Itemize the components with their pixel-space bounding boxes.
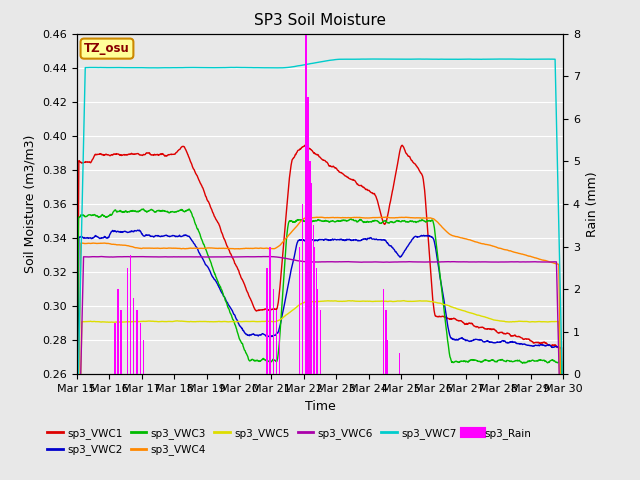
Bar [305,34,307,374]
Legend: sp3_VWC1, sp3_VWC2, sp3_VWC3, sp3_VWC4, sp3_VWC5, sp3_VWC6, sp3_VWC7, sp3_Rain: sp3_VWC1, sp3_VWC2, sp3_VWC3, sp3_VWC4, … [43,424,536,459]
Bar [117,289,118,374]
Bar [273,289,274,374]
Bar [266,268,268,374]
Bar [317,289,318,374]
Y-axis label: Soil Moisture (m3/m3): Soil Moisture (m3/m3) [24,135,36,273]
Bar [311,183,312,374]
Bar [310,183,312,374]
X-axis label: Time: Time [305,400,335,413]
Bar [143,340,144,374]
Bar [316,268,317,374]
Bar [276,311,277,374]
Bar [269,247,270,374]
Bar [309,161,310,374]
Bar [314,247,315,374]
Bar [114,324,115,374]
Bar [299,247,300,374]
Text: TZ_osu: TZ_osu [84,42,130,55]
Bar [319,311,321,374]
Bar [314,247,316,374]
Bar [385,311,387,374]
Title: SP3 Soil Moisture: SP3 Soil Moisture [254,13,386,28]
Bar [114,324,115,374]
Bar [279,332,280,374]
Bar [313,225,314,374]
Bar [383,289,384,374]
Bar [302,204,303,374]
Bar [320,311,321,374]
Bar [133,298,134,374]
Bar [273,289,274,374]
Bar [121,311,122,374]
Bar [317,289,318,374]
Bar [127,268,128,374]
Bar [120,311,122,374]
Bar [136,311,138,374]
Bar [316,268,317,374]
Bar [120,311,121,374]
Y-axis label: Rain (mm): Rain (mm) [586,171,598,237]
Bar [269,247,271,374]
Bar [301,204,303,374]
Bar [383,289,384,374]
Bar [312,225,314,374]
Bar [306,34,307,374]
Bar [140,324,141,374]
Bar [387,340,388,374]
Bar [399,353,400,374]
Bar [385,311,387,374]
Bar [267,268,268,374]
Bar [399,353,401,374]
Bar [133,298,134,374]
Bar [130,255,131,374]
Bar [307,97,308,374]
Bar [299,247,300,374]
Bar [137,311,138,374]
Bar [143,340,144,374]
Bar [305,34,306,374]
Bar [117,289,118,374]
